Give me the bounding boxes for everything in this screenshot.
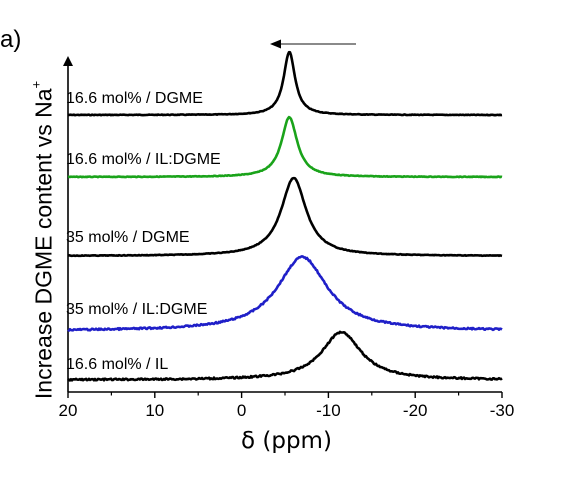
series-line [67,330,503,382]
x-tick-label: 20 [59,401,78,420]
x-tick-label: 0 [237,401,246,420]
x-tick-label: -30 [490,401,515,420]
series-labels: 16.6 mol% / DGME 16.6 mol% / IL:DGME 35 mo… [66,90,221,373]
axes: 20 10 0 -10 -20 -30 [59,56,515,420]
shift-arrow [270,39,356,49]
series-label: 35 mol% / IL:DGME [66,301,207,318]
series-line [67,115,503,179]
series-label: 16.6 mol% / IL [66,356,168,373]
traces [67,50,503,382]
y-axis-arrowhead [63,56,73,66]
x-tick-label: -20 [403,401,428,420]
x-tick-label: 10 [145,401,164,420]
series-label: 16.6 mol% / IL:DGME [66,151,221,168]
panel-label: a) [0,26,22,53]
series-line [67,50,503,117]
series-label: 16.6 mol% / DGME [66,90,203,107]
series-line [67,176,503,258]
x-tick-label: -10 [316,401,341,420]
x-axis-label: δ (ppm) [241,428,332,454]
arrow-head [270,39,281,49]
series-label: 35 mol% / DGME [66,229,190,246]
series-line [67,255,503,332]
